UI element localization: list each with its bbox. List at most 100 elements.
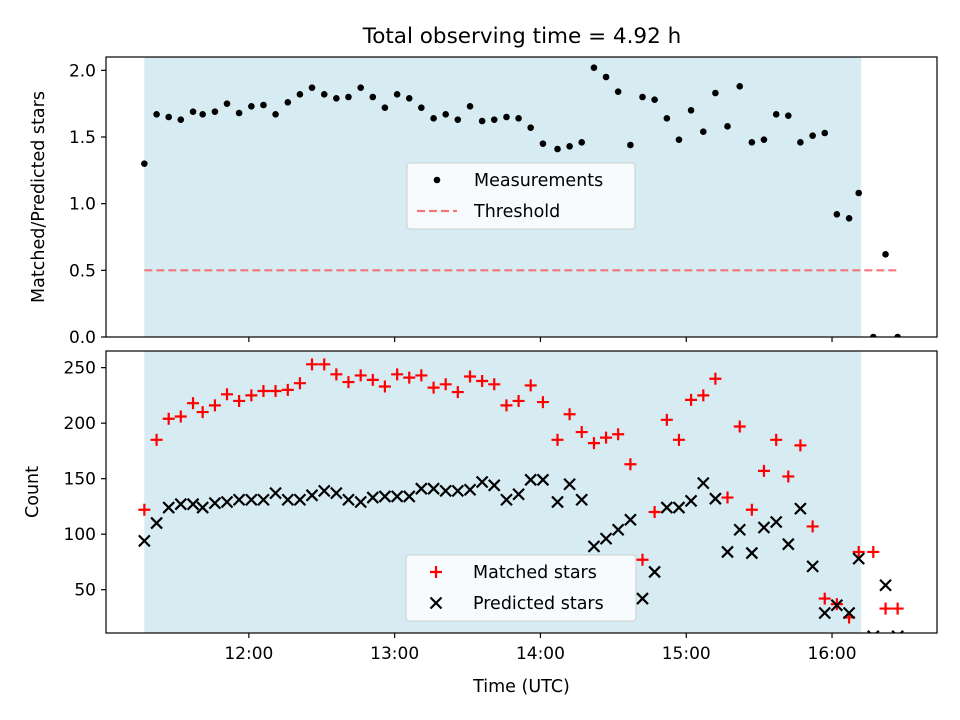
predicted-stars-point: [487, 479, 501, 492]
predicted-stars-point: [257, 493, 270, 507]
predicted-stars-point: [330, 486, 343, 500]
measurements-point: [442, 111, 449, 118]
matched-stars-point: [427, 381, 440, 394]
measurements-point: [345, 93, 352, 101]
predicted-stars-point: [378, 490, 392, 503]
matched-stars-point: [439, 378, 452, 391]
matched-stars-point: [138, 503, 151, 516]
measurements-point: [272, 111, 279, 118]
measurements-point: [235, 109, 243, 117]
matched-stars-point: [342, 376, 355, 389]
matched-stars-point: [500, 399, 513, 412]
predicted-stars-point: [599, 532, 613, 545]
y-axis-label: Count: [23, 466, 43, 518]
predicted-stars-point: [636, 592, 649, 605]
matched-stars-point: [257, 384, 270, 397]
y-tick-label: 50: [74, 581, 96, 601]
predicted-stars-point: [852, 552, 865, 565]
y-tick-label: 2.0: [69, 61, 96, 81]
predicted-stars-point: [782, 537, 795, 551]
measurements-point: [503, 113, 510, 121]
matched-stars-point: [174, 410, 187, 423]
matched-stars-point: [403, 371, 416, 384]
matched-stars-point: [488, 378, 501, 391]
measurements-point: [211, 108, 219, 115]
matched-stars-point: [636, 553, 649, 566]
predicted-stars-point: [769, 515, 783, 529]
measurements-point: [687, 107, 695, 114]
matched-stars-point: [806, 520, 819, 533]
measurements-point: [809, 132, 816, 139]
x-tick-label: 16:00: [808, 644, 857, 664]
matched-stars-point: [293, 377, 306, 390]
matched-stars-point: [624, 458, 637, 471]
measurements-point: [855, 189, 863, 197]
predicted-stars-point: [196, 501, 209, 514]
predicted-stars-legend-label: Predicted stars: [473, 594, 604, 614]
matched-stars-point: [391, 368, 404, 381]
matched-stars-point: [770, 433, 783, 446]
top-panel: 0.0 0.5 1.0 1.5 2.0 Matched/Predicted stars Me…: [29, 56, 938, 348]
matched-stars-point: [612, 428, 625, 441]
matched-stars-point: [476, 374, 489, 387]
matched-stars-point: [660, 413, 673, 426]
matched-stars-point: [233, 394, 246, 407]
predicted-stars-point: [794, 502, 807, 515]
predicted-stars-point: [174, 497, 188, 511]
matched-stars-point: [245, 389, 258, 402]
matched-stars-point: [685, 393, 698, 406]
predicted-stars-point: [186, 497, 200, 511]
measurements-legend-marker: [433, 176, 441, 184]
predicted-stars-point: [524, 473, 537, 487]
y-axis-label: Matched/Predicted stars: [29, 91, 49, 303]
measurements-point: [165, 113, 172, 121]
measurements-point: [248, 103, 255, 110]
measurements-point: [381, 104, 389, 111]
matched-stars-point: [196, 406, 209, 419]
matched-stars-point: [587, 437, 600, 450]
predicted-stars-point: [818, 606, 832, 620]
matched-stars-point: [648, 505, 661, 518]
axes-frame: [105, 350, 938, 634]
measurements-point: [320, 91, 328, 98]
measurements-point: [578, 139, 586, 146]
matched-stars-point: [187, 397, 200, 410]
measurements-point: [724, 123, 731, 130]
predicted-stars-point: [208, 496, 222, 510]
predicted-stars-point: [806, 560, 819, 573]
matched-stars-point: [697, 389, 710, 402]
measurements-point: [639, 93, 646, 101]
measurements-point: [284, 99, 292, 106]
predicted-stars-point: [245, 493, 258, 507]
axes-frame: [105, 56, 938, 338]
threshold-legend-label: Threshold: [473, 202, 560, 222]
x-tick-label: 15:00: [662, 644, 711, 664]
matched-stars-point: [464, 370, 477, 383]
predicted-stars-point: [439, 484, 452, 498]
measurements-point: [590, 64, 598, 71]
matched-stars-point: [852, 545, 865, 558]
measurements-point: [199, 111, 206, 118]
measurements-point: [784, 112, 792, 119]
measurements-point: [627, 141, 634, 149]
matched-stars-point: [757, 464, 770, 477]
matched-stars-point: [782, 470, 795, 483]
y-tick-label: 100: [64, 525, 96, 545]
measurements-point: [748, 139, 756, 146]
predicted-stars-point: [475, 475, 489, 489]
x-axis-label: Time (UTC): [472, 677, 570, 697]
measurements-point: [663, 115, 671, 122]
y-tick-label: 0.5: [69, 261, 96, 281]
predicted-stars-point: [232, 493, 246, 507]
predicted-stars-point: [672, 501, 686, 514]
measurements-point: [539, 140, 547, 147]
measurements-point: [430, 115, 437, 122]
measurements-point: [821, 129, 829, 137]
matched-stars-point: [150, 433, 163, 446]
matched-stars-point: [269, 384, 282, 397]
predicted-stars-point: [427, 482, 440, 495]
predicted-stars-point: [709, 492, 722, 505]
measurements-point: [869, 333, 877, 337]
predicted-stars-point: [500, 493, 513, 507]
matched-stars-point: [867, 545, 880, 558]
